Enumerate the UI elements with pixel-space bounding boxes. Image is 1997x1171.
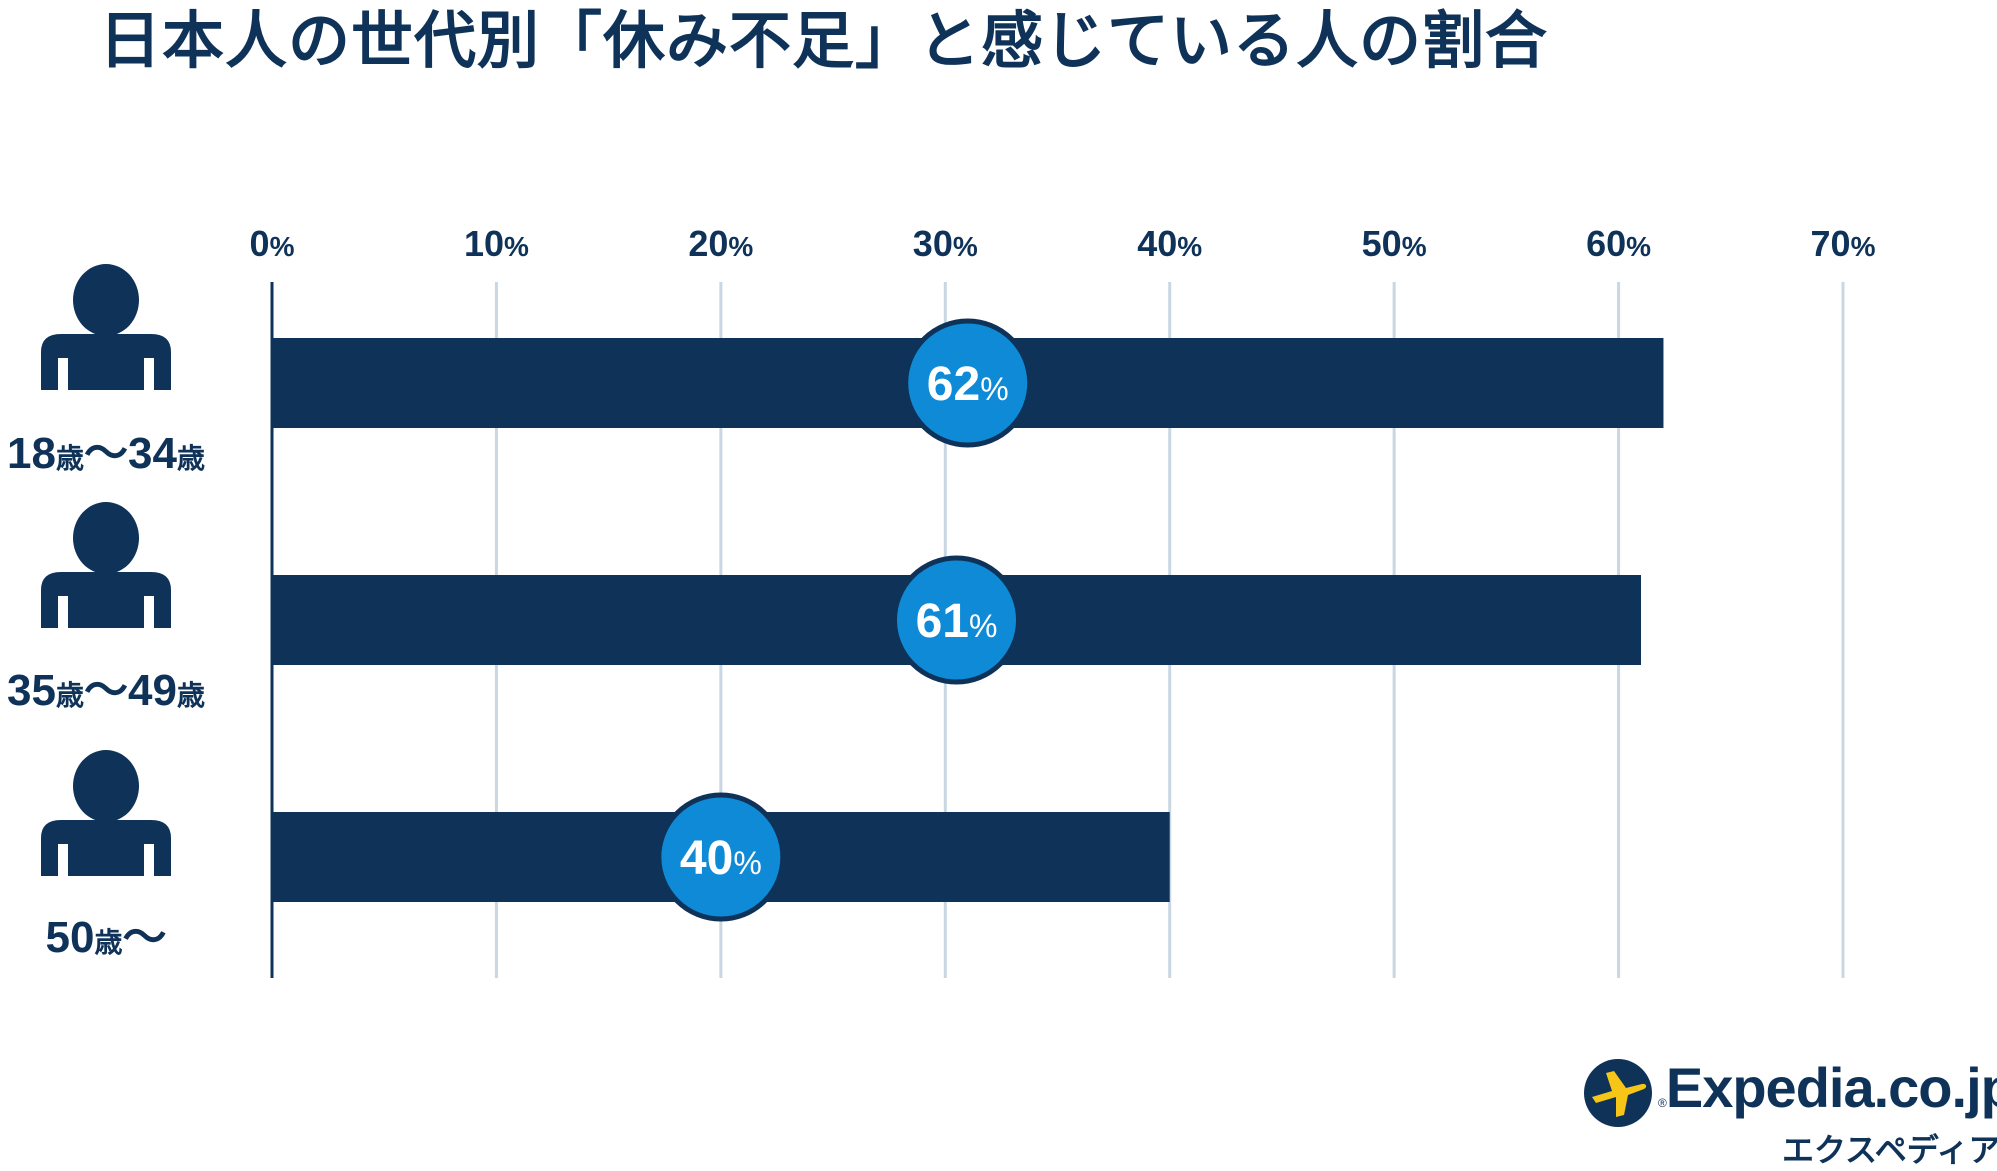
bars: 62% 61% 40% [272,318,1664,922]
person-icon [41,750,171,876]
value-label: 40% [680,832,762,885]
x-tick-label: 30% [913,223,978,264]
category-label: 35歳〜49歳 [7,666,205,715]
category-labels: 18歳〜34歳 35歳〜49歳 50歳〜 [7,264,205,962]
x-tick-label: 40% [1137,223,1202,264]
category-label: 50歳〜 [46,913,167,962]
plane-globe-icon [1584,1059,1652,1127]
x-tick-label: 50% [1362,223,1427,264]
value-bubble [903,318,1033,448]
value-label: 61% [916,595,998,648]
x-tick-label: 70% [1811,223,1876,264]
chart-title: 日本人の世代別「休み不足」と感じている人の割合 [98,4,1548,77]
x-tick-label: 0% [250,223,295,264]
expedia-logo: ®Expedia.co.jp™ エクスペディア [1582,1055,1997,1170]
logo-subtitle: エクスペディア [1782,1131,1997,1169]
logo-reg: ® [1658,1096,1667,1110]
value-label: 62% [927,358,1009,411]
value-bubble [656,792,786,922]
x-tick-label: 10% [464,223,529,264]
x-tick-label: 60% [1586,223,1651,264]
category-label: 18歳〜34歳 [7,429,205,478]
logo-name: Expedia.co.jp [1665,1056,1997,1119]
x-axis-ticks: 0% 10% 20% 30% 40% 50% 60% 70% [250,223,1876,264]
value-bubble [892,555,1022,685]
x-tick-label: 20% [688,223,753,264]
person-icon [41,502,171,628]
person-icon [41,264,171,390]
